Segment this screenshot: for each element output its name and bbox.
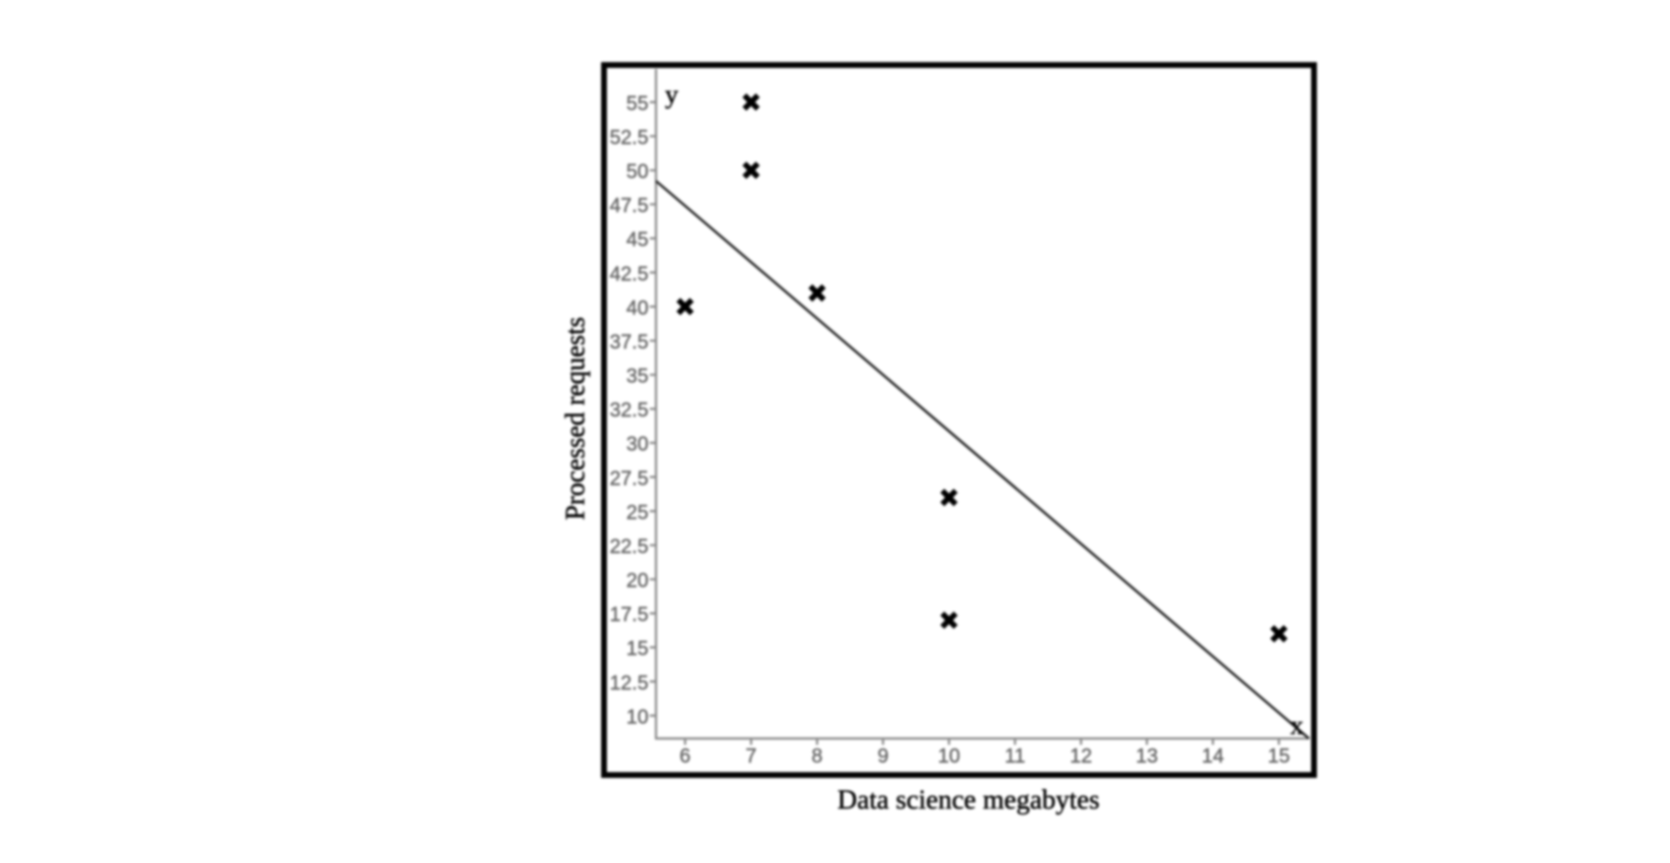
svg-text:13: 13 [1136, 746, 1158, 768]
svg-text:Processed requests: Processed requests [560, 317, 590, 520]
svg-text:10: 10 [938, 746, 960, 768]
svg-text:12: 12 [1070, 746, 1092, 768]
svg-text:y: y [665, 79, 679, 109]
svg-text:35: 35 [626, 366, 648, 388]
svg-text:40: 40 [626, 297, 648, 319]
svg-text:10: 10 [626, 706, 648, 728]
svg-text:30: 30 [626, 434, 648, 456]
svg-text:42.5: 42.5 [610, 263, 649, 285]
svg-text:47.5: 47.5 [610, 195, 649, 217]
svg-text:27.5: 27.5 [610, 468, 649, 490]
svg-text:50: 50 [626, 161, 648, 183]
svg-text:17.5: 17.5 [610, 604, 649, 626]
svg-text:11: 11 [1005, 746, 1026, 768]
svg-text:22.5: 22.5 [610, 536, 649, 558]
svg-text:9: 9 [877, 746, 888, 768]
svg-text:15: 15 [1268, 746, 1290, 768]
svg-text:Data science megabytes: Data science megabytes [837, 785, 1099, 815]
svg-text:55: 55 [626, 93, 648, 115]
svg-text:12.5: 12.5 [610, 672, 649, 694]
svg-text:7: 7 [746, 746, 757, 768]
svg-text:45: 45 [626, 229, 648, 251]
svg-text:6: 6 [680, 746, 691, 768]
svg-text:15: 15 [626, 638, 648, 660]
svg-text:25: 25 [626, 502, 648, 524]
svg-text:37.5: 37.5 [610, 332, 649, 354]
svg-text:8: 8 [812, 746, 823, 768]
svg-text:52.5: 52.5 [610, 127, 649, 149]
svg-text:x: x [1290, 710, 1303, 740]
svg-text:14: 14 [1202, 746, 1224, 768]
svg-text:32.5: 32.5 [610, 400, 649, 422]
svg-text:20: 20 [626, 570, 648, 592]
